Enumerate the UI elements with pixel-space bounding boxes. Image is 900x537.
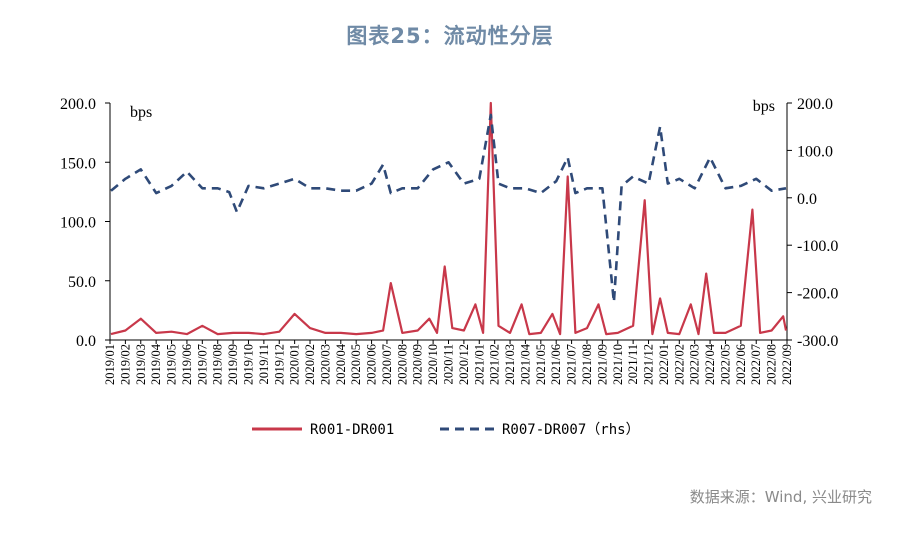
- x-tick-label: 2020/10: [426, 344, 440, 385]
- x-tick-label: 2020/04: [334, 343, 348, 385]
- x-tick-label: 2019/09: [226, 344, 240, 385]
- x-tick-label: 2022/04: [703, 343, 717, 385]
- left-tick-label: 100.0: [60, 215, 96, 232]
- x-tick-label: 2021/11: [626, 344, 640, 385]
- series-line-1: [110, 101, 788, 336]
- left-tick-label: 150.0: [60, 155, 96, 172]
- x-tick-label: 2022/08: [765, 344, 779, 385]
- x-tick-label: 2019/03: [134, 344, 148, 385]
- right-tick-label: -200.0: [797, 286, 838, 303]
- x-tick-label: 2021/10: [611, 344, 625, 385]
- x-tick-label: 2020/02: [303, 344, 317, 385]
- x-tick-label: 2020/06: [365, 344, 379, 385]
- legend-label-series-2: R007-DR007（rhs）: [502, 422, 640, 438]
- x-tick-label: 2020/08: [395, 344, 409, 385]
- x-tick-label: 2022/02: [672, 344, 686, 385]
- x-tick-label: 2019/02: [118, 344, 132, 385]
- right-tick-label: 100.0: [797, 143, 833, 160]
- x-tick-label: 2022/01: [657, 344, 671, 385]
- x-tick-label: 2022/09: [780, 344, 794, 385]
- x-tick-label: 2019/04: [149, 343, 163, 385]
- x-tick-label: 2020/11: [442, 344, 456, 385]
- x-tick-label: 2019/12: [272, 344, 286, 385]
- x-tick-label: 2022/03: [688, 344, 702, 385]
- x-tick-label: 2019/11: [257, 344, 271, 385]
- right-tick-label: -100.0: [797, 238, 838, 255]
- x-tick-label: 2021/05: [534, 344, 548, 385]
- left-unit-label: bps: [130, 104, 152, 121]
- left-tick-label: 200.0: [60, 96, 96, 113]
- x-tick-label: 2019/08: [211, 344, 225, 385]
- x-tick-label: 2019/07: [195, 344, 209, 385]
- x-tick-label: 2019/06: [180, 344, 194, 385]
- left-tick-label: 0.0: [76, 333, 96, 350]
- legend-label-series-1: R001-DR001: [310, 422, 394, 438]
- right-tick-label: -300.0: [797, 333, 838, 350]
- x-tick-label: 2019/05: [165, 344, 179, 385]
- source-note: 数据来源：Wind, 兴业研究: [689, 488, 872, 506]
- x-tick-label: 2019/10: [241, 344, 255, 385]
- x-tick-label: 2021/01: [472, 344, 486, 385]
- x-tick-label: 2021/04: [518, 343, 532, 385]
- x-tick-label: 2021/06: [549, 344, 563, 385]
- legend: R001-DR001 R007-DR007（rhs）: [252, 422, 640, 438]
- series-line-2: [110, 113, 787, 304]
- series-lines: [110, 101, 788, 336]
- x-tick-label: 2020/12: [457, 344, 471, 385]
- chart-title: 图表25：流动性分层: [346, 24, 554, 48]
- x-tick-label: 2021/09: [595, 344, 609, 385]
- x-tick-label: 2022/06: [734, 344, 748, 385]
- right-tick-label: 200.0: [797, 96, 833, 113]
- x-tick-label: 2020/01: [288, 344, 302, 385]
- left-tick-label: 50.0: [68, 274, 96, 291]
- x-tick-label: 2020/05: [349, 344, 363, 385]
- x-tick-label: 2019/01: [103, 344, 117, 385]
- x-tick-label: 2021/02: [488, 344, 502, 385]
- x-tick-label: 2022/05: [718, 344, 732, 385]
- x-tick-label: 2021/07: [565, 344, 579, 385]
- right-unit-label: bps: [753, 98, 775, 115]
- x-tick-label: 2022/07: [749, 344, 763, 385]
- x-tick-label: 2020/03: [318, 344, 332, 385]
- x-tick-label: 2020/07: [380, 344, 394, 385]
- axes: 0.0 50.0 100.0 150.0 200.0 -300.0 -200.0 -100.0…: [60, 96, 838, 385]
- x-tick-label: 2021/03: [503, 344, 517, 385]
- right-tick-label: 0.0: [797, 191, 817, 208]
- x-tick-label: 2021/08: [580, 344, 594, 385]
- x-tick-label: 2020/09: [411, 344, 425, 385]
- x-tick-label: 2021/12: [642, 344, 656, 385]
